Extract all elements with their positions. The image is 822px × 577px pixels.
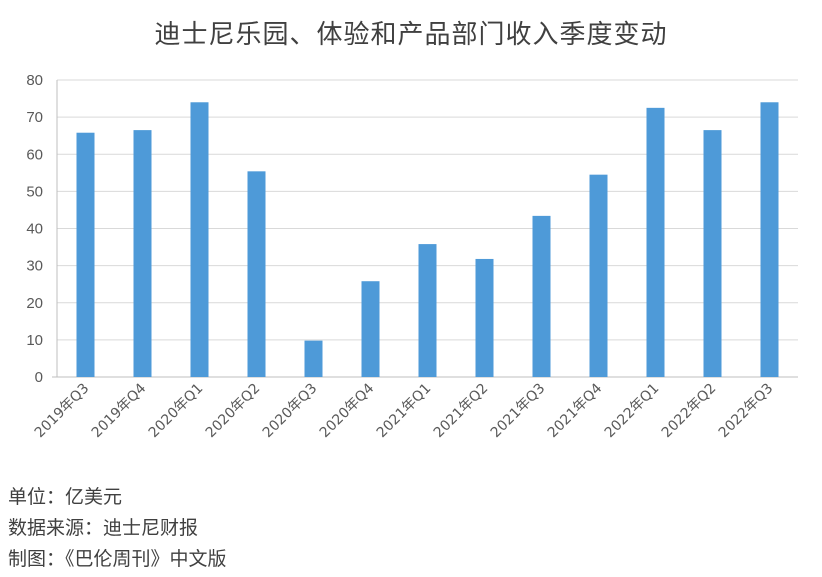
x-tick-label: 2021年Q2 — [431, 381, 492, 442]
bar — [760, 102, 779, 378]
bar — [133, 130, 152, 377]
bar — [190, 102, 209, 378]
chart-title: 迪士尼乐园、体验和产品部门收入季度变动 — [154, 20, 668, 50]
x-tick-label: 2021年Q3 — [488, 381, 549, 442]
y-tick-label: 40 — [26, 221, 43, 238]
bar — [703, 130, 722, 377]
bar — [76, 132, 95, 377]
y-tick-label: 0 — [35, 369, 43, 386]
bar — [361, 281, 380, 377]
x-tick-label: 2022年Q2 — [659, 381, 720, 442]
footnotes: 单位：亿美元 数据来源：迪士尼财报 制图：《巴伦周刊》中文版 — [8, 482, 227, 575]
x-tick-label: 2021年Q4 — [545, 380, 606, 441]
x-tick-label: 2021年Q1 — [374, 381, 435, 442]
x-tick-label: 2020年Q4 — [317, 380, 378, 441]
credit-note: 制图：《巴伦周刊》中文版 — [8, 548, 227, 570]
y-tick-label: 20 — [26, 295, 43, 312]
x-tick-label: 2019年Q3 — [32, 381, 93, 442]
bar — [247, 171, 266, 377]
source-note: 数据来源：迪士尼财报 — [8, 517, 199, 539]
bar — [589, 174, 608, 377]
bar — [532, 215, 551, 377]
bar-chart: 010203040506070802019年Q32019年Q42020年Q120… — [26, 72, 798, 442]
x-tick-label: 2020年Q1 — [146, 381, 207, 442]
x-tick-label: 2020年Q2 — [203, 381, 264, 442]
x-tick-label: 2022年Q1 — [602, 381, 663, 442]
unit-note: 单位：亿美元 — [8, 486, 123, 508]
bar — [646, 107, 665, 377]
y-tick-label: 10 — [26, 332, 43, 349]
y-tick-label: 80 — [26, 72, 43, 89]
bar — [475, 258, 494, 377]
bar — [418, 244, 437, 377]
y-tick-label: 60 — [26, 146, 43, 163]
y-tick-label: 50 — [26, 183, 43, 200]
x-tick-label: 2019年Q4 — [89, 380, 150, 441]
y-tick-label: 30 — [26, 258, 43, 275]
bar — [304, 340, 323, 377]
x-tick-label: 2022年Q3 — [716, 381, 777, 442]
y-tick-label: 70 — [26, 109, 43, 126]
x-tick-label: 2020年Q3 — [260, 381, 321, 442]
bars — [76, 102, 779, 378]
